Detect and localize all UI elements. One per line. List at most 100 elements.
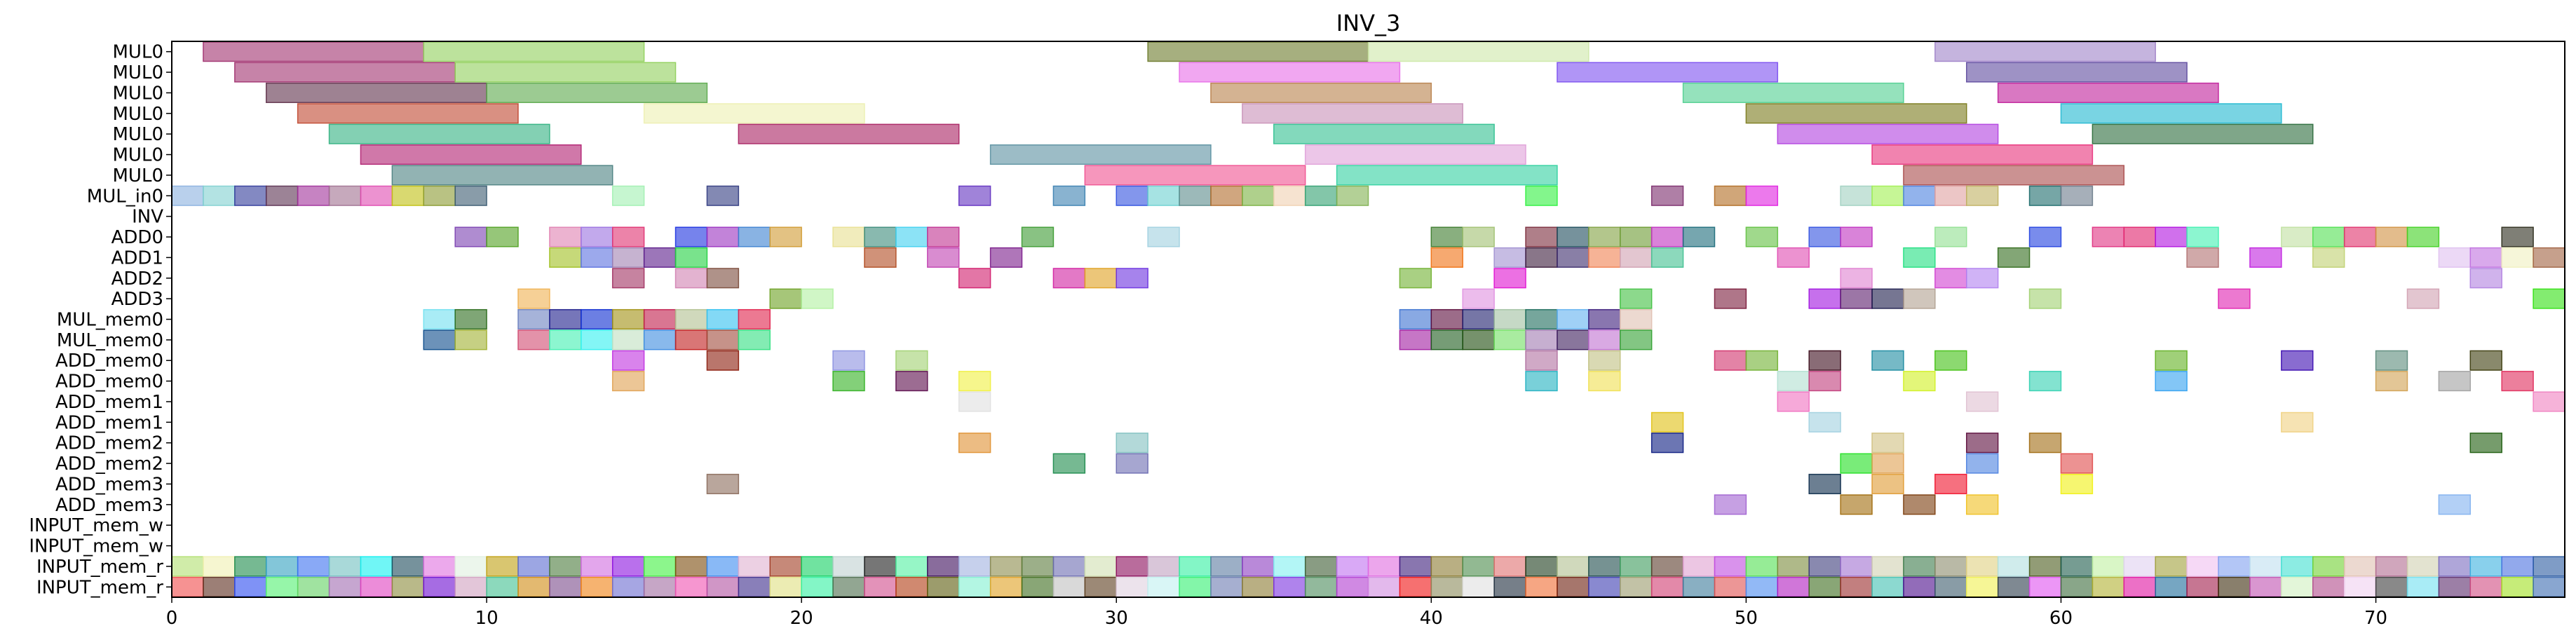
- gantt-bar: [611, 268, 645, 289]
- gantt-bar: [2186, 576, 2219, 597]
- gantt-bar: [454, 576, 487, 597]
- gantt-bar: [1620, 288, 1653, 309]
- gantt-bar: [517, 576, 550, 597]
- gantt-bar: [1525, 350, 1558, 371]
- y-tick-label: ADD0: [111, 227, 163, 248]
- gantt-bar: [1808, 576, 1841, 597]
- gantt-bar: [1650, 576, 1684, 597]
- gantt-bar: [706, 329, 740, 350]
- gantt-bar: [958, 185, 991, 206]
- gantt-bar: [1934, 473, 1967, 495]
- gantt-bar: [1399, 329, 1432, 350]
- gantt-bar: [2249, 576, 2282, 597]
- gantt-bar: [1084, 576, 1117, 597]
- gantt-bar: [1021, 226, 1055, 247]
- gantt-bar: [1588, 556, 1621, 577]
- gantt-bar: [581, 226, 614, 247]
- gantt-bar: [1493, 329, 1526, 350]
- gantt-bar: [1777, 391, 1810, 412]
- gantt-bar: [832, 576, 865, 597]
- gantt-bar: [1620, 226, 1653, 247]
- gantt-bar: [2343, 576, 2377, 597]
- gantt-bar: [1462, 288, 1495, 309]
- gantt-bar: [674, 226, 708, 247]
- gantt-bar: [1367, 41, 1589, 62]
- gantt-bar: [2060, 576, 2094, 597]
- gantt-bar: [1210, 185, 1243, 206]
- y-tick-label: MUL0: [113, 145, 164, 166]
- gantt-bar: [328, 123, 550, 144]
- gantt-bar: [203, 576, 236, 597]
- gantt-bar: [454, 308, 487, 330]
- gantt-bar: [958, 556, 991, 577]
- gantt-bar: [486, 576, 519, 597]
- gantt-bar: [2155, 371, 2188, 392]
- gantt-bar: [1903, 556, 1936, 577]
- gantt-bar: [832, 350, 865, 371]
- gantt-bar: [1430, 329, 1463, 350]
- gantt-bar: [2469, 350, 2502, 371]
- y-tick-label: ADD_mem2: [55, 454, 163, 475]
- gantt-bar: [2533, 576, 2565, 597]
- gantt-bar: [1336, 185, 1369, 206]
- gantt-bar: [1714, 556, 1747, 577]
- gantt-bar: [1430, 556, 1463, 577]
- gantt-bar: [454, 329, 487, 350]
- gantt-bar: [1557, 62, 1779, 83]
- gantt-bar: [611, 308, 645, 330]
- gantt-bar: [1116, 453, 1148, 474]
- gantt-bar: [2092, 123, 2314, 144]
- y-tick-label: ADD2: [111, 268, 163, 290]
- gantt-bar: [2123, 576, 2156, 597]
- gantt-bar: [423, 576, 456, 597]
- gantt-bar: [958, 576, 991, 597]
- gantt-bar: [486, 556, 519, 577]
- gantt-bar: [1777, 556, 1810, 577]
- gantt-bar: [581, 556, 614, 577]
- gantt-bar: [674, 556, 708, 577]
- gantt-bar: [423, 556, 456, 577]
- gantt-bar: [1147, 41, 1369, 62]
- gantt-bar: [549, 556, 582, 577]
- gantt-bar: [1650, 433, 1684, 454]
- gantt-bar: [1588, 576, 1621, 597]
- gantt-bar: [2155, 556, 2188, 577]
- gantt-bar: [895, 350, 928, 371]
- gantt-bar: [1430, 247, 1463, 268]
- gantt-bar: [2155, 226, 2188, 247]
- gantt-bar: [1304, 144, 1526, 165]
- gantt-bar: [1777, 247, 1810, 268]
- gantt-bar: [1557, 308, 1589, 330]
- gantt-bar: [1966, 494, 1999, 515]
- gantt-bar: [1179, 185, 1212, 206]
- gantt-bar: [1052, 556, 1086, 577]
- gantt-bar: [2281, 556, 2314, 577]
- gantt-bar: [2218, 556, 2251, 577]
- gantt-bar: [391, 165, 614, 186]
- gantt-bar: [895, 226, 928, 247]
- gantt-bar: [234, 556, 267, 577]
- gantt-bar: [895, 371, 928, 392]
- gantt-bar: [958, 371, 991, 392]
- gantt-bar: [738, 556, 771, 577]
- gantt-bar: [1210, 82, 1432, 103]
- gantt-bar: [927, 556, 960, 577]
- gantt-bar: [927, 576, 960, 597]
- gantt-bar: [234, 62, 456, 83]
- gantt-bar: [423, 185, 456, 206]
- gantt-bar: [1525, 371, 1558, 392]
- gantt-bar: [738, 576, 771, 597]
- gantt-bar: [2312, 576, 2345, 597]
- x-axis-ticks: 0 10 20 30 40 50 60 70: [166, 597, 2387, 629]
- gantt-bar: [1525, 185, 1558, 206]
- gantt-bar: [1304, 185, 1338, 206]
- gantt-bar: [1966, 556, 1999, 577]
- gantt-bar: [517, 556, 550, 577]
- gantt-bar: [1966, 62, 2188, 83]
- y-tick-label: MUL0: [113, 165, 164, 186]
- y-tick-label: ADD_mem0: [55, 372, 163, 393]
- y-tick-label: ADD1: [111, 247, 163, 268]
- gantt-bar: [360, 185, 393, 206]
- gantt-bar: [1620, 247, 1653, 268]
- gantt-bar: [832, 371, 865, 392]
